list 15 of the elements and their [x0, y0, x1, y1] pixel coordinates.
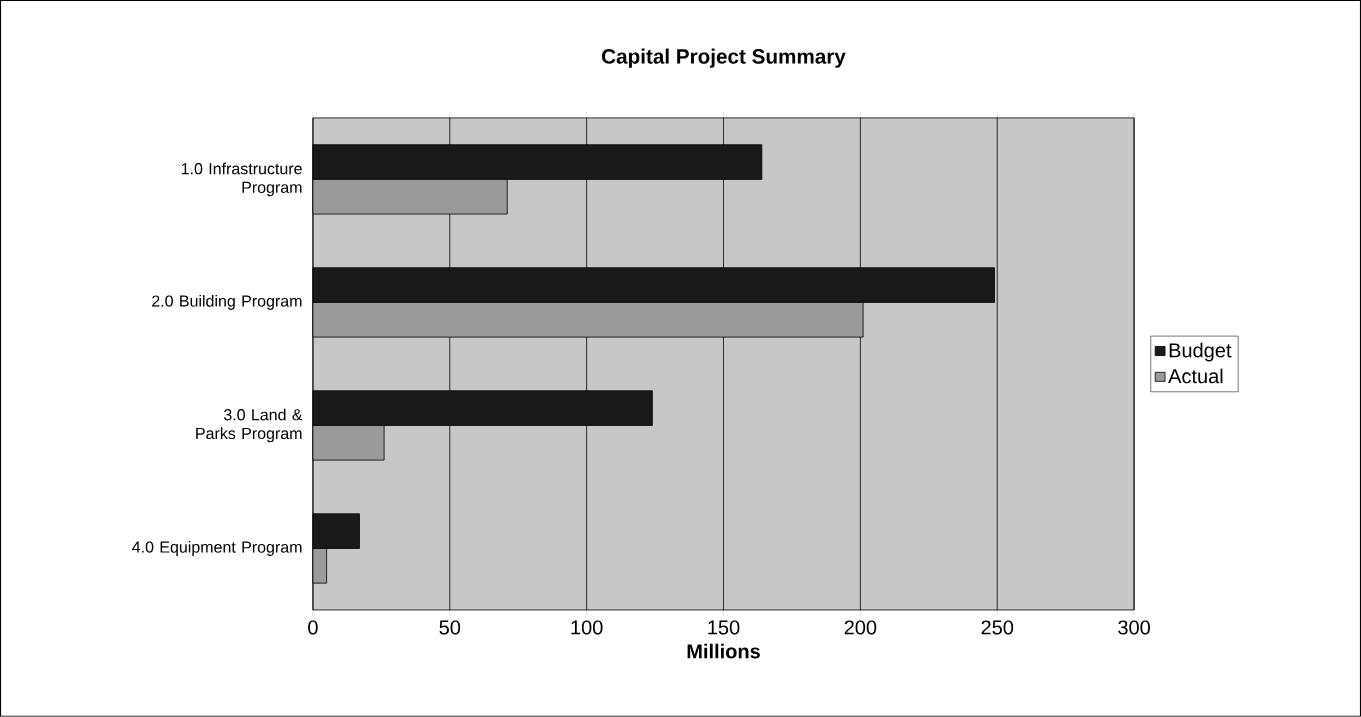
- x-tick-label: 300: [1118, 620, 1150, 635]
- chart-title: Capital Project Summary: [602, 48, 846, 68]
- legend-label: Budget: [1169, 342, 1232, 362]
- x-tick-label: 100: [571, 620, 603, 635]
- x-tick-label: 200: [844, 620, 877, 635]
- y-tick-label: 3.0 Land & Parks Program: [196, 408, 303, 443]
- x-tick-label: 250: [981, 620, 1014, 635]
- legend-label: Actual: [1168, 368, 1223, 384]
- y-tick-label: 1.0 Infrastructure Program: [181, 162, 302, 197]
- x-axis-title: Millions: [687, 643, 760, 659]
- x-tick-label: 0: [308, 620, 318, 635]
- x-tick-label: 50: [439, 620, 461, 635]
- y-tick-label: 2.0 Building Program: [152, 295, 302, 310]
- x-tick-label: 150: [708, 620, 740, 635]
- y-tick-label: 4.0 Equipment Program: [132, 541, 302, 556]
